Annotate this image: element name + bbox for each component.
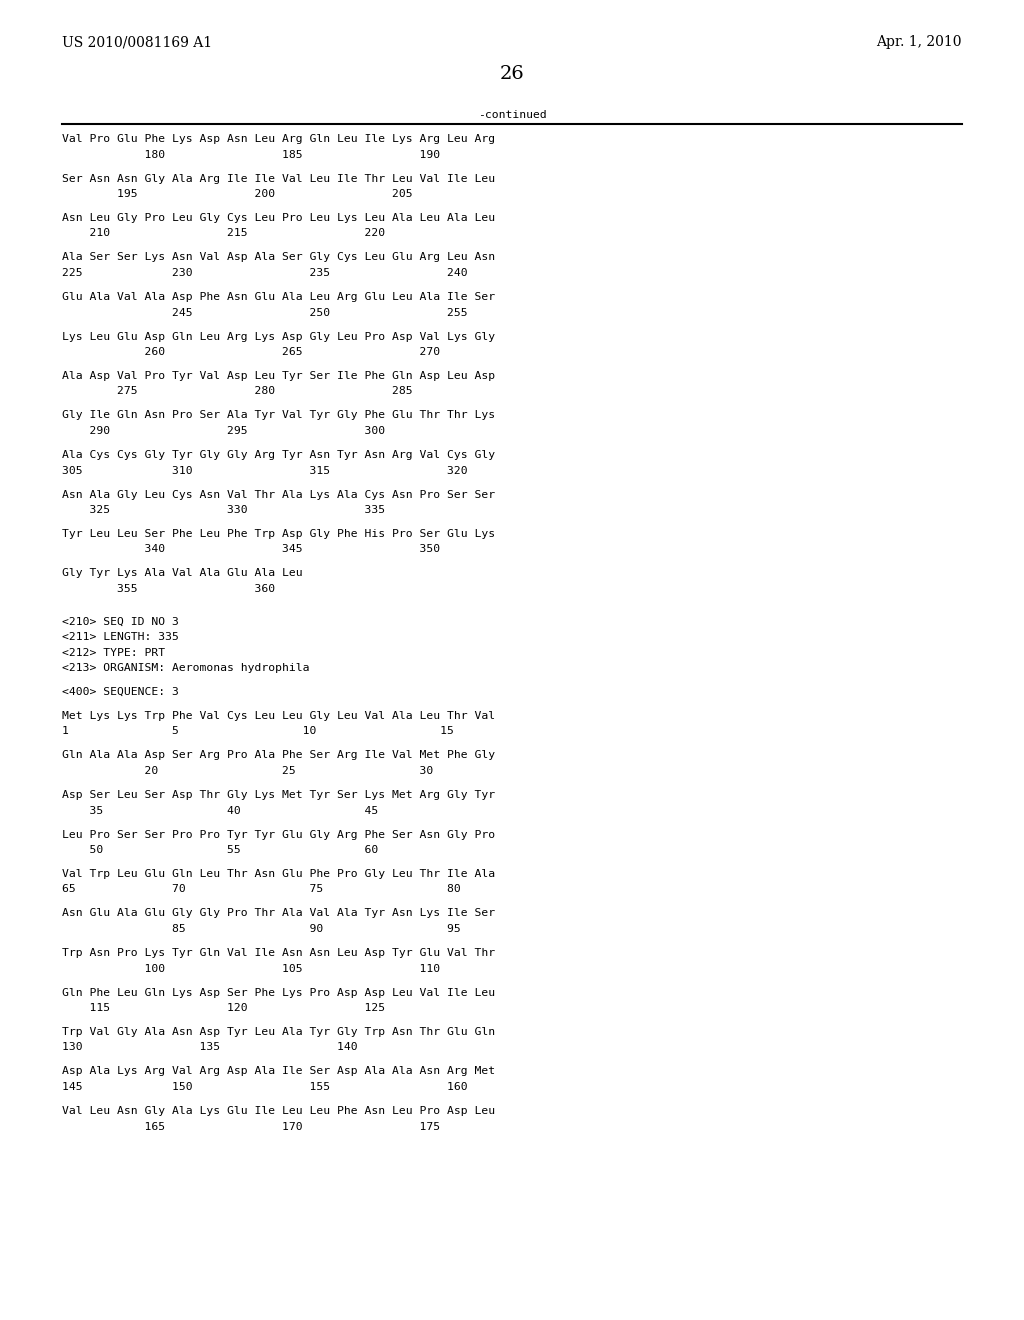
Text: Trp Asn Pro Lys Tyr Gln Val Ile Asn Asn Leu Asp Tyr Glu Val Thr: Trp Asn Pro Lys Tyr Gln Val Ile Asn Asn … — [62, 948, 496, 958]
Text: 65              70                  75                  80: 65 70 75 80 — [62, 884, 461, 895]
Text: 275                 280                 285: 275 280 285 — [62, 387, 413, 396]
Text: Glu Ala Val Ala Asp Phe Asn Glu Ala Leu Arg Glu Leu Ala Ile Ser: Glu Ala Val Ala Asp Phe Asn Glu Ala Leu … — [62, 292, 496, 302]
Text: <212> TYPE: PRT: <212> TYPE: PRT — [62, 648, 165, 657]
Text: 325                 330                 335: 325 330 335 — [62, 506, 385, 515]
Text: Ala Cys Cys Gly Tyr Gly Gly Arg Tyr Asn Tyr Asn Arg Val Cys Gly: Ala Cys Cys Gly Tyr Gly Gly Arg Tyr Asn … — [62, 450, 496, 459]
Text: Val Pro Glu Phe Lys Asp Asn Leu Arg Gln Leu Ile Lys Arg Leu Arg: Val Pro Glu Phe Lys Asp Asn Leu Arg Gln … — [62, 135, 496, 144]
Text: -continued: -continued — [477, 110, 547, 120]
Text: Lys Leu Glu Asp Gln Leu Arg Lys Asp Gly Leu Pro Asp Val Lys Gly: Lys Leu Glu Asp Gln Leu Arg Lys Asp Gly … — [62, 331, 496, 342]
Text: 290                 295                 300: 290 295 300 — [62, 426, 385, 436]
Text: 340                 345                 350: 340 345 350 — [62, 544, 440, 554]
Text: <210> SEQ ID NO 3: <210> SEQ ID NO 3 — [62, 616, 179, 627]
Text: 260                 265                 270: 260 265 270 — [62, 347, 440, 356]
Text: 100                 105                 110: 100 105 110 — [62, 964, 440, 974]
Text: Tyr Leu Leu Ser Phe Leu Phe Trp Asp Gly Phe His Pro Ser Glu Lys: Tyr Leu Leu Ser Phe Leu Phe Trp Asp Gly … — [62, 529, 496, 539]
Text: Trp Val Gly Ala Asn Asp Tyr Leu Ala Tyr Gly Trp Asn Thr Glu Gln: Trp Val Gly Ala Asn Asp Tyr Leu Ala Tyr … — [62, 1027, 496, 1038]
Text: Val Trp Leu Glu Gln Leu Thr Asn Glu Phe Pro Gly Leu Thr Ile Ala: Val Trp Leu Glu Gln Leu Thr Asn Glu Phe … — [62, 869, 496, 879]
Text: US 2010/0081169 A1: US 2010/0081169 A1 — [62, 36, 212, 49]
Text: Gly Tyr Lys Ala Val Ala Glu Ala Leu: Gly Tyr Lys Ala Val Ala Glu Ala Leu — [62, 569, 303, 578]
Text: Asn Leu Gly Pro Leu Gly Cys Leu Pro Leu Lys Leu Ala Leu Ala Leu: Asn Leu Gly Pro Leu Gly Cys Leu Pro Leu … — [62, 213, 496, 223]
Text: 305             310                 315                 320: 305 310 315 320 — [62, 466, 468, 475]
Text: Leu Pro Ser Ser Pro Pro Tyr Tyr Glu Gly Arg Phe Ser Asn Gly Pro: Leu Pro Ser Ser Pro Pro Tyr Tyr Glu Gly … — [62, 829, 496, 840]
Text: Gly Ile Gln Asn Pro Ser Ala Tyr Val Tyr Gly Phe Glu Thr Thr Lys: Gly Ile Gln Asn Pro Ser Ala Tyr Val Tyr … — [62, 411, 496, 421]
Text: 26: 26 — [500, 65, 524, 83]
Text: Asn Ala Gly Leu Cys Asn Val Thr Ala Lys Ala Cys Asn Pro Ser Ser: Asn Ala Gly Leu Cys Asn Val Thr Ala Lys … — [62, 490, 496, 499]
Text: 180                 185                 190: 180 185 190 — [62, 149, 440, 160]
Text: 210                 215                 220: 210 215 220 — [62, 228, 385, 239]
Text: Asn Glu Ala Glu Gly Gly Pro Thr Ala Val Ala Tyr Asn Lys Ile Ser: Asn Glu Ala Glu Gly Gly Pro Thr Ala Val … — [62, 908, 496, 919]
Text: <400> SEQUENCE: 3: <400> SEQUENCE: 3 — [62, 686, 179, 697]
Text: Val Leu Asn Gly Ala Lys Glu Ile Leu Leu Phe Asn Leu Pro Asp Leu: Val Leu Asn Gly Ala Lys Glu Ile Leu Leu … — [62, 1106, 496, 1115]
Text: Gln Ala Ala Asp Ser Arg Pro Ala Phe Ser Arg Ile Val Met Phe Gly: Gln Ala Ala Asp Ser Arg Pro Ala Phe Ser … — [62, 751, 496, 760]
Text: Asp Ser Leu Ser Asp Thr Gly Lys Met Tyr Ser Lys Met Arg Gly Tyr: Asp Ser Leu Ser Asp Thr Gly Lys Met Tyr … — [62, 789, 496, 800]
Text: Apr. 1, 2010: Apr. 1, 2010 — [877, 36, 962, 49]
Text: 225             230                 235                 240: 225 230 235 240 — [62, 268, 468, 279]
Text: Ala Ser Ser Lys Asn Val Asp Ala Ser Gly Cys Leu Glu Arg Leu Asn: Ala Ser Ser Lys Asn Val Asp Ala Ser Gly … — [62, 252, 496, 263]
Text: 355                 360: 355 360 — [62, 583, 275, 594]
Text: 115                 120                 125: 115 120 125 — [62, 1003, 385, 1012]
Text: 130                 135                 140: 130 135 140 — [62, 1043, 357, 1052]
Text: Met Lys Lys Trp Phe Val Cys Leu Leu Gly Leu Val Ala Leu Thr Val: Met Lys Lys Trp Phe Val Cys Leu Leu Gly … — [62, 711, 496, 721]
Text: 245                 250                 255: 245 250 255 — [62, 308, 468, 318]
Text: 35                  40                  45: 35 40 45 — [62, 805, 378, 816]
Text: <211> LENGTH: 335: <211> LENGTH: 335 — [62, 632, 179, 642]
Text: Ala Asp Val Pro Tyr Val Asp Leu Tyr Ser Ile Phe Gln Asp Leu Asp: Ala Asp Val Pro Tyr Val Asp Leu Tyr Ser … — [62, 371, 496, 381]
Text: 20                  25                  30: 20 25 30 — [62, 766, 433, 776]
Text: 85                  90                  95: 85 90 95 — [62, 924, 461, 935]
Text: 195                 200                 205: 195 200 205 — [62, 189, 413, 199]
Text: Gln Phe Leu Gln Lys Asp Ser Phe Lys Pro Asp Asp Leu Val Ile Leu: Gln Phe Leu Gln Lys Asp Ser Phe Lys Pro … — [62, 987, 496, 998]
Text: 50                  55                  60: 50 55 60 — [62, 845, 378, 855]
Text: 145             150                 155                 160: 145 150 155 160 — [62, 1082, 468, 1092]
Text: Asp Ala Lys Arg Val Arg Asp Ala Ile Ser Asp Ala Ala Asn Arg Met: Asp Ala Lys Arg Val Arg Asp Ala Ile Ser … — [62, 1067, 496, 1077]
Text: <213> ORGANISM: Aeromonas hydrophila: <213> ORGANISM: Aeromonas hydrophila — [62, 663, 309, 673]
Text: 165                 170                 175: 165 170 175 — [62, 1122, 440, 1131]
Text: 1               5                  10                  15: 1 5 10 15 — [62, 726, 454, 737]
Text: Ser Asn Asn Gly Ala Arg Ile Ile Val Leu Ile Thr Leu Val Ile Leu: Ser Asn Asn Gly Ala Arg Ile Ile Val Leu … — [62, 173, 496, 183]
